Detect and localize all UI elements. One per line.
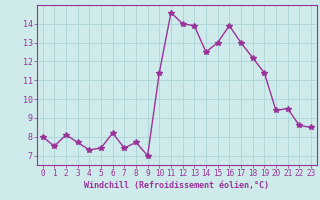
X-axis label: Windchill (Refroidissement éolien,°C): Windchill (Refroidissement éolien,°C) bbox=[84, 181, 269, 190]
